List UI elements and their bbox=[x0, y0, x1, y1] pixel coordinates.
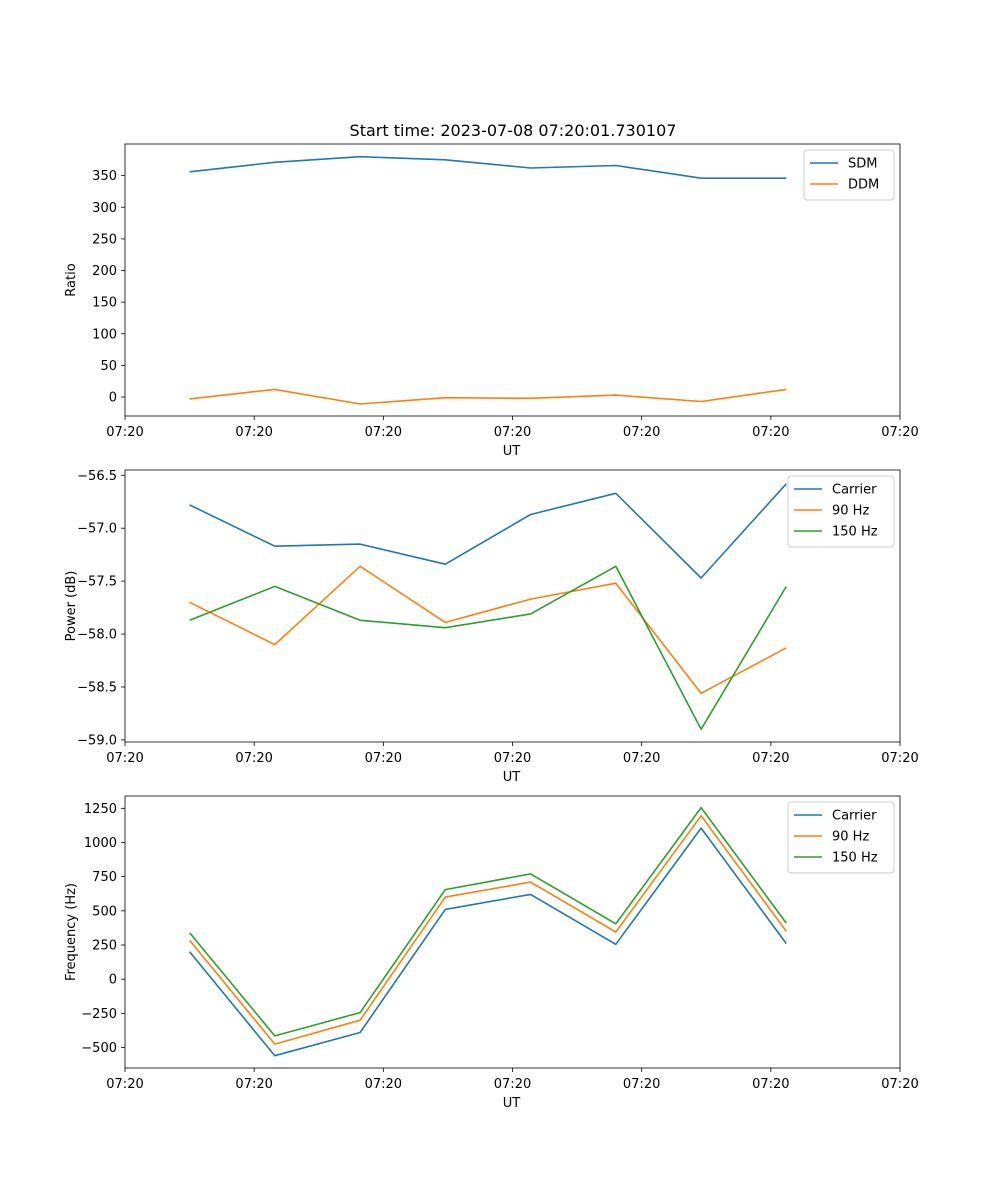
panel-1: 07:2007:2007:2007:2007:2007:2007:2007:21… bbox=[64, 143, 919, 459]
x-tick-label: 07:20 bbox=[881, 425, 918, 440]
plot-frame bbox=[124, 795, 901, 1069]
y-axis-label: Frequency (Hz) bbox=[64, 883, 79, 981]
x-axis-label: UT bbox=[503, 770, 521, 785]
panels: 07:2007:2007:2007:2007:2007:2007:2007:21… bbox=[64, 143, 919, 1111]
x-tick-label: 07:20 bbox=[365, 751, 402, 766]
legend-label: 150 Hz bbox=[832, 525, 878, 540]
series-line-ddm bbox=[189, 388, 787, 405]
x-tick-label: 07:20 bbox=[106, 751, 143, 766]
y-axis-label: Power (dB) bbox=[64, 571, 79, 642]
x-tick-label: 07:20 bbox=[235, 1077, 272, 1092]
legend-box bbox=[787, 475, 895, 548]
legend-box bbox=[787, 801, 895, 874]
series-line-150-hz bbox=[188, 806, 787, 1037]
x-tick-label: 07:20 bbox=[365, 425, 402, 440]
y-tick-label: −56.5 bbox=[77, 469, 117, 484]
x-tick-label: 07:20 bbox=[106, 425, 143, 440]
legend: Carrier 90 Hz 150 Hz bbox=[787, 475, 895, 548]
y-tick-label: 0 bbox=[109, 391, 117, 406]
x-tick-label: 07:20 bbox=[235, 425, 272, 440]
x-tick-label: 07:20 bbox=[881, 1077, 918, 1092]
y-tick-label: 100 bbox=[92, 327, 117, 342]
x-tick-label: 07:20 bbox=[365, 1077, 402, 1092]
y-tick-label: 0 bbox=[109, 973, 117, 988]
series-line-sdm bbox=[189, 155, 787, 179]
x-tick-label: 07:20 bbox=[494, 751, 531, 766]
x-tick-label: 07:20 bbox=[752, 425, 789, 440]
legend-label: Carrier bbox=[832, 483, 877, 498]
y-tick-label: 500 bbox=[92, 904, 117, 919]
y-tick-label: −57.0 bbox=[77, 522, 117, 537]
series-line-90-hz bbox=[189, 565, 787, 695]
y-tick-label: −250 bbox=[81, 1007, 117, 1022]
y-tick-label: 50 bbox=[100, 359, 117, 374]
legend-label: SDM bbox=[848, 157, 877, 172]
y-tick-label: 1000 bbox=[84, 836, 117, 851]
x-tick-label: 07:20 bbox=[106, 1077, 143, 1092]
panel-2: 07:2007:2007:2007:2007:2007:2007:2007:21… bbox=[64, 469, 919, 785]
legend-label: DDM bbox=[848, 178, 879, 193]
y-tick-label: 200 bbox=[92, 264, 117, 279]
y-tick-label: 1250 bbox=[84, 802, 117, 817]
x-tick-label: 07:20 bbox=[752, 751, 789, 766]
y-tick-label: 350 bbox=[92, 169, 117, 184]
legend-label: Carrier bbox=[832, 809, 877, 824]
x-tick-label: 07:20 bbox=[881, 751, 918, 766]
y-tick-label: 750 bbox=[92, 870, 117, 885]
x-tick-label: 07:20 bbox=[235, 751, 272, 766]
legend-label: 90 Hz bbox=[832, 830, 869, 845]
y-tick-label: 300 bbox=[92, 201, 117, 216]
panel-3: 07:2007:2007:2007:2007:2007:2007:2007:21… bbox=[64, 795, 919, 1111]
legend-label: 150 Hz bbox=[832, 851, 878, 866]
plot-frame bbox=[124, 143, 901, 417]
figure-title: Start time: 2023-07-08 07:20:01.730107 bbox=[350, 121, 677, 140]
legend-label: 90 Hz bbox=[832, 504, 869, 519]
y-tick-label: −57.5 bbox=[77, 575, 117, 590]
plot-frame bbox=[124, 469, 901, 743]
legend: Carrier 90 Hz 150 Hz bbox=[787, 801, 895, 874]
x-tick-label: 07:20 bbox=[752, 1077, 789, 1092]
series-line-carrier bbox=[189, 483, 787, 579]
y-tick-label: 250 bbox=[92, 232, 117, 247]
x-tick-label: 07:20 bbox=[623, 425, 660, 440]
x-tick-label: 07:20 bbox=[494, 1077, 531, 1092]
series-line-150-hz bbox=[189, 565, 787, 731]
y-tick-label: 150 bbox=[92, 296, 117, 311]
x-tick-label: 07:20 bbox=[494, 425, 531, 440]
legend: SDM DDM bbox=[803, 149, 895, 201]
x-axis-label: UT bbox=[503, 444, 521, 459]
series-line-90-hz bbox=[188, 814, 787, 1045]
y-axis-label: Ratio bbox=[64, 263, 79, 296]
x-tick-label: 07:20 bbox=[623, 1077, 660, 1092]
y-tick-label: −58.0 bbox=[77, 628, 117, 643]
y-tick-label: −500 bbox=[81, 1041, 117, 1056]
y-tick-label: 250 bbox=[92, 938, 117, 953]
y-tick-label: −59.0 bbox=[77, 733, 117, 748]
series-line-carrier bbox=[188, 827, 787, 1057]
x-tick-label: 07:20 bbox=[623, 751, 660, 766]
x-axis-label: UT bbox=[503, 1096, 521, 1111]
y-tick-label: −58.5 bbox=[77, 680, 117, 695]
